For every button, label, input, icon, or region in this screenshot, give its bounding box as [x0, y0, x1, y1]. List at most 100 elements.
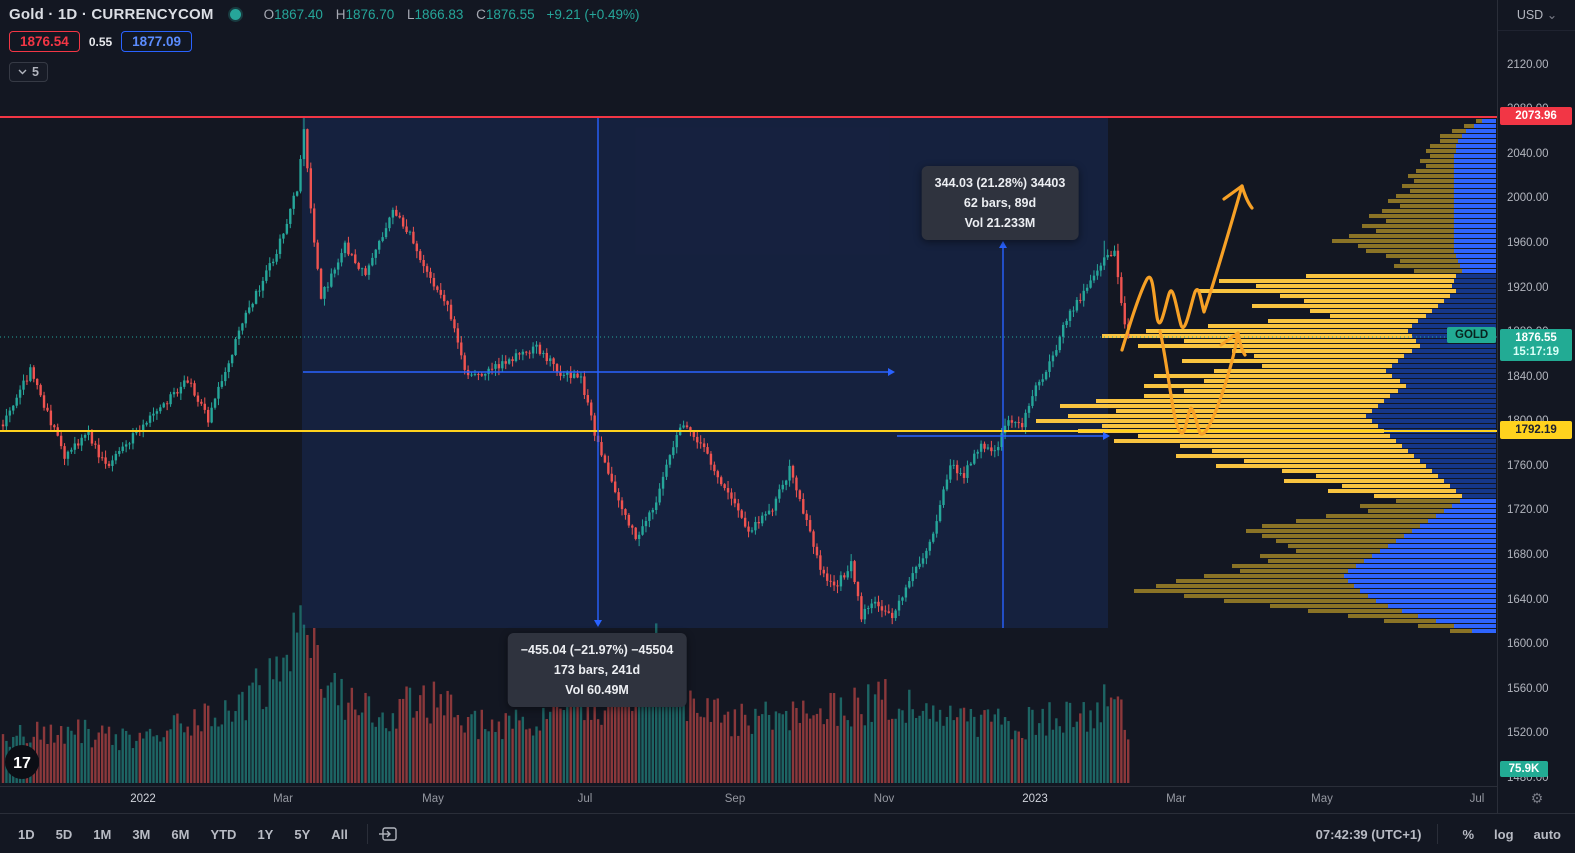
profile-base-bar: [1436, 514, 1496, 518]
candle-body: [453, 319, 456, 329]
sell-price-button[interactable]: 1876.54: [9, 31, 80, 52]
volume-bar: [867, 684, 870, 783]
profile-volume-bar: [1366, 249, 1454, 253]
orange-arrow-drawing[interactable]: [1236, 331, 1247, 357]
measure-tooltip-rally[interactable]: 344.03 (21.28%) 34403 62 bars, 89d Vol 2…: [921, 166, 1079, 240]
candle-body: [354, 254, 357, 264]
volume-bar: [603, 710, 607, 783]
range-button-5d[interactable]: 5D: [55, 826, 73, 842]
volume-bar: [107, 726, 111, 783]
profile-volume-bar: [1146, 329, 1408, 333]
clock-timezone-button[interactable]: 07:42:39 (UTC+1): [1315, 826, 1422, 842]
volume-bar: [162, 737, 165, 783]
volume-bar: [460, 725, 463, 783]
scale-button-auto[interactable]: auto: [1533, 826, 1561, 842]
candle-body: [767, 510, 771, 515]
profile-volume-bar: [1316, 474, 1438, 478]
volume-bar: [713, 699, 716, 783]
range-button-all[interactable]: All: [331, 826, 348, 842]
orange-arrow-drawing[interactable]: [1222, 184, 1244, 201]
price-axis[interactable]: USD ⌄ 2120.002080.002040.002000.001960.0…: [1497, 0, 1575, 813]
orange-arrow-drawing[interactable]: [1120, 184, 1244, 352]
measure-tool[interactable]: [303, 118, 895, 627]
symbol-price-tag: GOLD: [1447, 327, 1497, 343]
measure-tooltip-decline[interactable]: −455.04 (−21.97%) −45504 173 bars, 241d …: [507, 633, 687, 707]
volume-bar: [237, 694, 241, 783]
axis-settings-gear-icon[interactable]: ⚙: [1530, 790, 1544, 806]
candle-body: [118, 451, 121, 454]
scale-button-log[interactable]: log: [1494, 826, 1514, 842]
volume-bar: [1062, 732, 1065, 783]
volume-bar: [624, 692, 627, 783]
toolbar-divider: [366, 824, 368, 844]
candle-body: [333, 269, 336, 274]
candle-body: [234, 339, 237, 356]
currency-dropdown[interactable]: USD ⌄: [1498, 7, 1575, 22]
candle-body: [829, 580, 832, 582]
range-button-1d[interactable]: 1D: [18, 826, 35, 842]
open-value: 1867.40: [274, 7, 323, 22]
profile-base-bar: [1378, 404, 1496, 408]
range-button-6m[interactable]: 6M: [171, 826, 190, 842]
volume-bar: [155, 735, 159, 783]
orange-arrow-drawing[interactable]: [1240, 184, 1254, 210]
candle-body: [737, 503, 740, 511]
candle-body: [993, 450, 996, 452]
candle-body: [1075, 299, 1079, 311]
profile-volume-bar: [1262, 534, 1404, 538]
candle-body: [278, 238, 282, 254]
buy-price-button[interactable]: 1877.09: [121, 31, 192, 52]
range-button-3m[interactable]: 3M: [132, 826, 151, 842]
volume-bar: [148, 728, 152, 783]
volume-bar: [378, 717, 381, 783]
volume-bar: [1034, 734, 1038, 783]
volume-bar: [323, 697, 326, 783]
candle-body: [378, 240, 381, 250]
scale-button-%[interactable]: %: [1462, 826, 1475, 842]
symbol-title[interactable]: Gold · 1D · CURRENCYCOM: [9, 6, 214, 23]
volume-bar: [66, 726, 70, 783]
range-button-ytd[interactable]: YTD: [210, 826, 237, 842]
volume-bar: [928, 718, 932, 783]
volume-bar: [562, 710, 566, 783]
countdown-timer: 15:17:19: [1512, 346, 1560, 358]
profile-volume-bar: [1282, 469, 1432, 473]
price-chart-svg[interactable]: 17: [0, 0, 1497, 786]
volume-bar: [778, 713, 781, 783]
go-to-date-button[interactable]: [378, 824, 400, 844]
volume-bar: [176, 713, 179, 783]
volume-bar: [285, 654, 289, 783]
profile-base-bar: [1420, 524, 1496, 528]
orange-arrow-drawing[interactable]: [1219, 331, 1240, 347]
profile-base-bar: [1408, 449, 1496, 453]
volume-bar: [371, 722, 374, 783]
profile-volume-bar: [1232, 349, 1412, 353]
profile-volume-bar: [1144, 384, 1406, 388]
measure-tool[interactable]: [897, 241, 1110, 628]
chart-canvas[interactable]: 17 344.03 (21.28%) 34403 62 bars, 89d Vo…: [0, 0, 1497, 786]
candle-body: [42, 395, 46, 408]
market-status-dot[interactable]: [229, 9, 241, 20]
price-tick: 1560.00: [1507, 682, 1549, 695]
candle-body: [685, 425, 689, 428]
candle-body: [815, 546, 819, 556]
candle-body: [538, 344, 542, 354]
range-button-1m[interactable]: 1M: [93, 826, 112, 842]
volume-bar: [644, 679, 648, 783]
brush-drawings[interactable]: [1120, 184, 1254, 436]
volume-bar: [945, 716, 949, 783]
indicators-collapse-button[interactable]: 5: [9, 62, 48, 82]
profile-volume-bar: [1262, 364, 1392, 368]
volume-bar: [227, 710, 230, 783]
tradingview-logo[interactable]: 17: [5, 745, 39, 779]
range-button-5y[interactable]: 5Y: [294, 826, 311, 842]
orange-arrow-drawing[interactable]: [1158, 329, 1240, 436]
time-axis[interactable]: 2022 Mar May Jul Sep Nov 2023 Mar May Jul: [0, 786, 1497, 814]
volume-bar: [501, 739, 504, 783]
range-button-1y[interactable]: 1Y: [257, 826, 274, 842]
profile-base-bar: [1432, 469, 1496, 473]
volume-bar: [405, 686, 408, 783]
volume-bar: [887, 719, 890, 783]
candle-body: [484, 373, 487, 376]
candle-body: [53, 425, 56, 428]
